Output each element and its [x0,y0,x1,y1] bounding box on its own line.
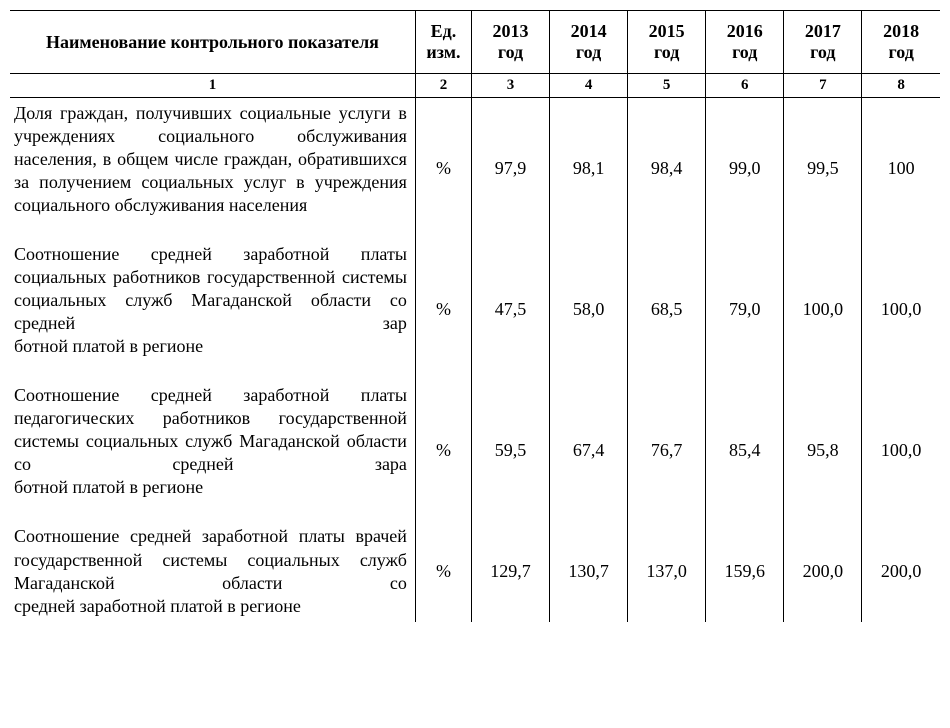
row4-2016: 159,6 [706,521,784,621]
row2-name-last: ботной платой в регионе [14,335,407,358]
row3-name-main: Соотношение средней заработной платы пед… [14,385,407,474]
header-2017-line1: 2017 [789,21,856,42]
header-2016-line1: 2016 [711,21,778,42]
row4-name-last: средней заработной платой в регионе [14,595,407,618]
header-2015-line2: год [633,42,700,63]
header-2018-line1: 2018 [867,21,935,42]
row1-2017: 99,5 [784,98,862,240]
row1-2014: 98,1 [550,98,628,240]
row3-unit: % [415,380,471,521]
row2-2017: 100,0 [784,239,862,380]
row4-2017: 200,0 [784,521,862,621]
row3-2016: 85,4 [706,380,784,521]
header-unit-line1: Ед. [421,21,466,42]
header-2018-col: 2018 год [862,11,940,74]
row1-2016: 99,0 [706,98,784,240]
row3-2015: 76,7 [628,380,706,521]
row3-2013: 59,5 [471,380,549,521]
row4-name-main: Соотношение средней заработной платы вра… [14,526,407,592]
header-2017-line2: год [789,42,856,63]
header-unit-line2: изм. [421,42,466,63]
numcol-3: 3 [471,74,549,98]
numcol-1: 1 [10,74,415,98]
table-row: Доля граждан, получивших социальные услу… [10,98,940,240]
table-row: Соотношение средней заработной платы пед… [10,380,940,521]
table-row: Соотношение средней заработной платы вра… [10,521,940,621]
row2-2015: 68,5 [628,239,706,380]
numcol-8: 8 [862,74,940,98]
numcol-7: 7 [784,74,862,98]
row3-2018: 100,0 [862,380,940,521]
header-unit-col: Ед. изм. [415,11,471,74]
header-2014-col: 2014 год [550,11,628,74]
row1-name-main: Доля граждан, получивших социальные услу… [14,103,407,192]
row1-2013: 97,9 [471,98,549,240]
row4-2015: 137,0 [628,521,706,621]
row3-name: Соотношение средней заработной платы пед… [10,380,415,521]
row2-name: Соотношение средней заработной платы соц… [10,239,415,380]
numcol-4: 4 [550,74,628,98]
header-name-col: Наименование контрольного показателя [10,11,415,74]
header-row: Наименование контрольного показателя Ед.… [10,11,940,74]
row2-name-main: Соотношение средней заработной платы соц… [14,244,407,333]
header-2016-col: 2016 год [706,11,784,74]
row1-name: Доля граждан, получивших социальные услу… [10,98,415,240]
header-2014-line2: год [555,42,622,63]
row3-2017: 95,8 [784,380,862,521]
column-number-row: 1 2 3 4 5 6 7 8 [10,74,940,98]
row1-name-last: социального обслуживания населения [14,194,407,217]
row2-2018: 100,0 [862,239,940,380]
header-2015-col: 2015 год [628,11,706,74]
row2-2016: 79,0 [706,239,784,380]
header-2013-line1: 2013 [477,21,544,42]
row2-2014: 58,0 [550,239,628,380]
row2-unit: % [415,239,471,380]
indicators-table: Наименование контрольного показателя Ед.… [10,10,940,622]
row3-2014: 67,4 [550,380,628,521]
row1-2015: 98,4 [628,98,706,240]
row1-2018: 100 [862,98,940,240]
row4-unit: % [415,521,471,621]
header-2015-line1: 2015 [633,21,700,42]
row2-2013: 47,5 [471,239,549,380]
header-2014-line1: 2014 [555,21,622,42]
row4-name: Соотношение средней заработной платы вра… [10,521,415,621]
row1-unit: % [415,98,471,240]
row4-2013: 129,7 [471,521,549,621]
table-row: Соотношение средней заработной платы соц… [10,239,940,380]
row4-2014: 130,7 [550,521,628,621]
header-2018-line2: год [867,42,935,63]
numcol-6: 6 [706,74,784,98]
header-2013-line2: год [477,42,544,63]
header-2017-col: 2017 год [784,11,862,74]
header-2016-line2: год [711,42,778,63]
numcol-5: 5 [628,74,706,98]
header-2013-col: 2013 год [471,11,549,74]
row4-2018: 200,0 [862,521,940,621]
numcol-2: 2 [415,74,471,98]
row3-name-last: ботной платой в регионе [14,476,407,499]
